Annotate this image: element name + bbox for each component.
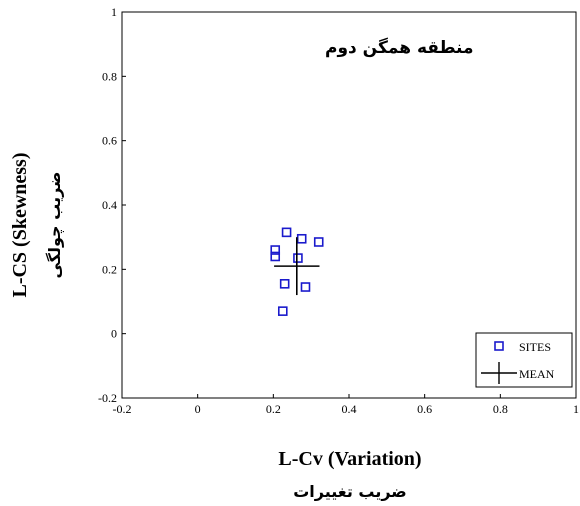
y-tick-label: 0.4 <box>102 198 117 212</box>
site-point <box>277 306 288 316</box>
y-axis-label: L-CS (Skewness) <box>9 152 31 297</box>
y-tick-label: -0.2 <box>98 391 117 405</box>
site-point <box>313 237 324 247</box>
x-tick-label: 1 <box>573 402 579 416</box>
site-point <box>279 279 290 289</box>
site-point <box>270 251 281 262</box>
x-tick-label: 0.2 <box>266 402 281 416</box>
x-tick-label: 0.6 <box>417 402 432 416</box>
x-axis-label: L-Cv (Variation) <box>278 448 421 470</box>
y-axis-sublabel: ضریب چولگی <box>45 172 65 279</box>
legend: SITES MEAN <box>475 332 573 388</box>
chart-title: منطقه همگن دوم <box>325 37 474 58</box>
y-tick-label: 0.6 <box>102 134 117 148</box>
x-tick-label: -0.2 <box>113 402 132 416</box>
x-tick-label: 0 <box>195 402 201 416</box>
y-tick-label: 0.8 <box>102 69 117 83</box>
x-tick-label: 0.4 <box>342 402 357 416</box>
axis-ticks: -0.2 0 0.2 0.4 0.6 0.8 1 -0.2 0 0.2 0.4 0.6 0.8 1 <box>98 5 579 416</box>
x-tick-label: 0.8 <box>493 402 508 416</box>
site-point <box>296 233 307 244</box>
y-tick-label: 1 <box>111 5 117 19</box>
x-axis-sublabel: ضریب تغییرات <box>293 482 407 501</box>
site-point <box>300 282 311 292</box>
y-tick-label: 0.2 <box>102 262 117 276</box>
legend-sites-marker <box>494 341 504 351</box>
legend-sites-label: SITES <box>519 340 551 354</box>
site-point <box>270 245 281 255</box>
site-point <box>281 227 292 238</box>
site-point <box>293 253 303 263</box>
legend-mean-label: MEAN <box>519 367 555 381</box>
legend-box <box>475 332 573 388</box>
y-tick-label: 0 <box>111 327 117 341</box>
data-marks <box>270 227 324 316</box>
